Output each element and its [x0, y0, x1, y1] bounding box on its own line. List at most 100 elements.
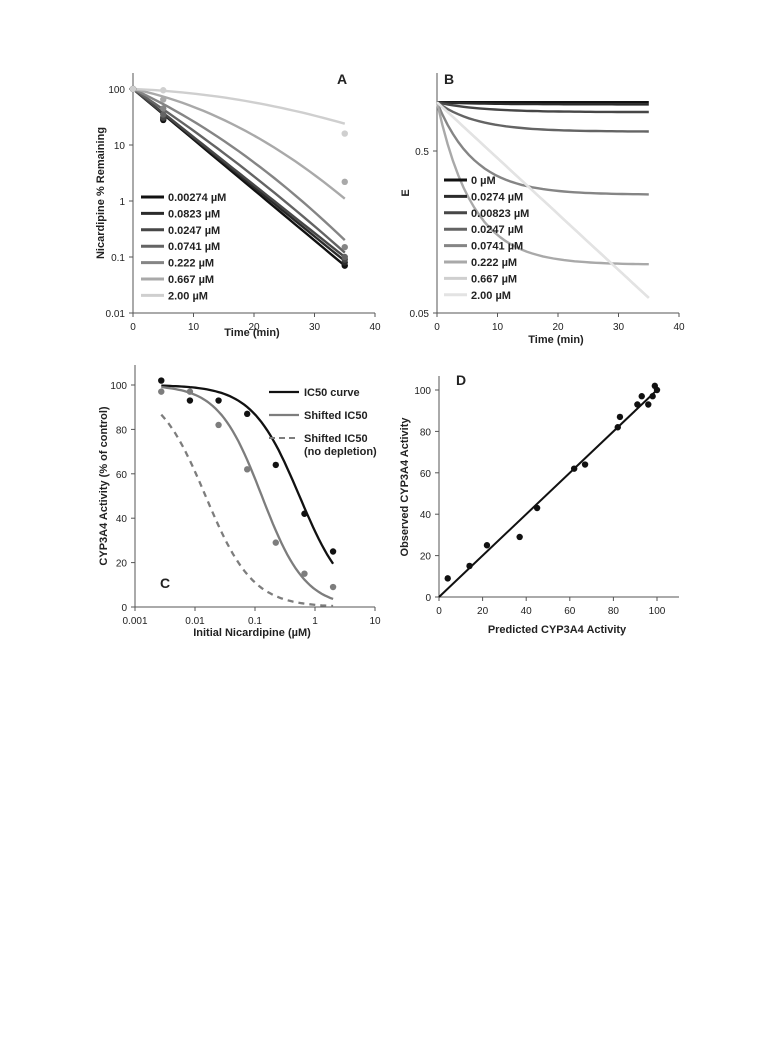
panel-d-point [483, 542, 491, 549]
legend-c-nodep-label-line1: Shifted IC50 [304, 433, 368, 445]
panel-d-point [634, 401, 641, 408]
panel-d-xtick-label: 20 [477, 606, 489, 617]
panel-d-xtick-label: 80 [608, 606, 620, 617]
panel-c-ylabel: CYP3A4 Activity (% of control) [98, 406, 110, 565]
panel-b-legend-label: 0.0247 µM [471, 224, 523, 236]
panel-c-ytick-label: 60 [116, 470, 128, 481]
panel-d-xtick-label: 40 [521, 606, 533, 617]
legend-c-ic50-label: IC50 curve [304, 387, 360, 399]
panel-b-curve-3 [436, 101, 649, 114]
panel-a-letter: A [337, 71, 347, 87]
panel-d-xtick-label: 100 [649, 606, 666, 617]
panel-a-xtick-label: 30 [309, 322, 321, 333]
panel-d-point [581, 461, 589, 468]
panel-a-point [129, 85, 137, 93]
panel-d-ytick-label: 20 [420, 552, 432, 563]
panel-b: 0 10 20 30 40 0.05 0.5 B Time (min) E 0 µM 0.02… [400, 71, 685, 346]
panel-b-legend-label: 0 µM [471, 175, 496, 187]
panel-c-xtick-label: 10 [369, 616, 381, 627]
panel-a-point [341, 178, 348, 186]
panel-d-ytick-label: 100 [414, 386, 431, 397]
panel-b-xtick-label: 40 [673, 322, 685, 333]
panel-d-ytick-label: 0 [425, 593, 431, 604]
panel-a-xlabel: Time (min) [224, 327, 280, 339]
panel-a-legend-label: 0.00274 µM [168, 192, 226, 204]
panel-c-ytick-label: 20 [116, 559, 128, 570]
panel-a-xtick-label: 20 [248, 322, 260, 333]
panel-c-point [329, 548, 337, 555]
panel-c-point [186, 388, 194, 395]
panel-a-curve-5 [132, 87, 346, 241]
panel-a-legend-label: 0.0247 µM [168, 225, 220, 237]
legend-c-nodep-label-line2: (no depletion) [304, 446, 377, 458]
panel-d-ylabel: Observed CYP3A4 Activity [399, 417, 411, 557]
panel-d-xlabel: Predicted CYP3A4 Activity [488, 624, 627, 636]
panel-c-point [243, 466, 251, 473]
panel-c-xlabel: Initial Nicardipine (µM) [193, 627, 311, 639]
panel-c-point [272, 461, 279, 469]
panel-d-point [653, 386, 661, 394]
panel-a-ytick-label: 0.1 [111, 253, 125, 264]
panel-d-point [570, 465, 578, 472]
panel-c-xtick-label: 0.01 [185, 616, 205, 627]
panel-d-unity-line [438, 389, 658, 598]
panel-c-point [272, 539, 279, 546]
panel-c-ytick-label: 80 [116, 425, 128, 436]
panel-c-point [301, 570, 308, 577]
panel-a-point [341, 130, 348, 137]
panel-d-point [614, 424, 621, 431]
panel-b-letter: B [444, 71, 454, 87]
panel-a-legend-label: 2.00 µM [168, 290, 208, 302]
panel-c-point [329, 583, 337, 591]
panel-b-xtick-label: 20 [552, 322, 564, 333]
panel-b-ytick-label: 0.05 [410, 309, 430, 320]
panel-b-legend-label: 0.0274 µM [471, 191, 523, 203]
panel-c-point [158, 388, 165, 395]
panel-b-legend-label: 0.0741 µM [471, 241, 523, 253]
panel-c-point [215, 421, 222, 429]
panel-a-xtick-label: 10 [188, 322, 200, 333]
panel-c-ytick-label: 40 [116, 514, 128, 525]
panel-a-curve-6 [132, 87, 346, 200]
panel-b-legend-label: 0.222 µM [471, 257, 517, 269]
panel-c-point [186, 397, 194, 404]
panel-d-ytick-label: 40 [420, 510, 432, 521]
panel-d-letter: D [456, 372, 466, 388]
panel-a-point [160, 87, 167, 94]
panel-b-xtick-label: 30 [613, 322, 625, 333]
panel-b-ytick-label: 0.5 [415, 147, 429, 158]
panel-c-point [215, 397, 222, 404]
panel-a-point [160, 111, 167, 118]
panel-d-point [638, 393, 645, 400]
panel-c-curve-1 [161, 384, 335, 565]
panel-a-ytick-label: 0.01 [106, 309, 126, 320]
panel-b-curve-6 [435, 101, 649, 266]
panel-a-xtick-label: 0 [130, 322, 136, 333]
panel-c-point [158, 377, 165, 384]
panel-b-legend-label: 2.00 µM [471, 290, 511, 302]
legend-c-shifted-label: Shifted IC50 [304, 410, 368, 422]
panel-a-curve-4 [132, 87, 346, 254]
panel-a-legend-label: 0.222 µM [168, 258, 214, 270]
panel-d-point [466, 562, 473, 570]
panel-a-xtick-label: 40 [369, 322, 381, 333]
panel-b-xlabel: Time (min) [528, 334, 584, 346]
panel-c-ytick-label: 0 [121, 603, 127, 614]
panel-a-point [160, 96, 167, 103]
panel-c-ytick-label: 100 [110, 381, 127, 392]
panel-a-curve-3 [132, 88, 346, 258]
panel-c-letter: C [160, 575, 170, 591]
panel-a: 0 10 20 30 40 0.01 0.1 1 10 100 A Time (min) Nica… [95, 71, 381, 339]
panel-d-ytick-label: 60 [420, 469, 432, 480]
panel-b-ylabel: E [400, 189, 412, 196]
panel-b-curve-8 [436, 101, 650, 299]
panel-c-xtick-label: 0.1 [248, 616, 262, 627]
panel-d-point [645, 401, 652, 408]
panel-a-point [341, 253, 348, 261]
panel-a-legend-label: 0.0823 µM [168, 208, 220, 220]
panel-a-curve-7 [132, 87, 346, 125]
panel-d-point [533, 504, 541, 512]
panel-a-ytick-label: 100 [108, 85, 125, 96]
panel-d: 0 20 40 60 80 100 0 20 40 60 80 100 D Predicted CYP… [399, 372, 679, 636]
